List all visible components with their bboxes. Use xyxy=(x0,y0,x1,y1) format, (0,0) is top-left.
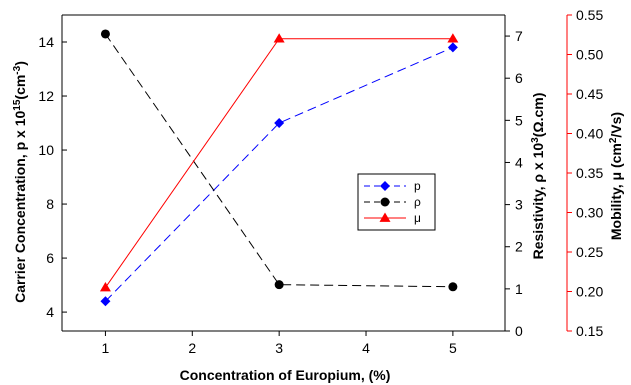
x-tick-label: 2 xyxy=(188,340,196,356)
data-point xyxy=(448,282,458,292)
data-point xyxy=(273,33,285,43)
middle-axis-title-unit: (Ω.cm) xyxy=(530,93,546,138)
middle-tick-label: 3 xyxy=(515,197,523,213)
right-axis-title: Mobility, μ (cm2/Vs) xyxy=(608,112,624,240)
right-tick-label: 0.40 xyxy=(576,126,603,142)
series-resistivity xyxy=(100,29,458,292)
x-axis: 1 2 3 4 5 xyxy=(102,331,457,356)
x-axis-title: Concentration of Europium, (%) xyxy=(180,367,391,383)
legend-marker xyxy=(380,197,390,207)
legend: pρμ xyxy=(357,173,436,231)
middle-tick-label: 2 xyxy=(515,239,523,255)
series-carrier-concentration xyxy=(100,42,458,307)
middle-tick-label: 0 xyxy=(515,323,523,339)
legend-label: μ xyxy=(414,211,421,225)
legend-marker xyxy=(379,212,391,222)
data-point xyxy=(274,280,284,290)
middle-axis-title-exp: 3 xyxy=(530,137,541,143)
middle-tick-label: 1 xyxy=(515,281,523,297)
x-tick-label: 4 xyxy=(362,340,370,356)
left-axis-title-unit-close: ) xyxy=(12,61,28,66)
left-tick-label: 14 xyxy=(38,34,54,50)
middle-tick-label: 6 xyxy=(515,70,523,86)
middle-tick-label: 7 xyxy=(515,28,523,44)
legend-label: ρ xyxy=(414,195,421,209)
series-mobility xyxy=(99,33,459,292)
middle-axis-title: Resistivity, ρ x 103(Ω.cm) xyxy=(530,93,546,260)
right-axis-title-unit: /Vs) xyxy=(608,112,624,138)
legend-item: p xyxy=(364,179,421,193)
left-axis-title-main: Carrier Concentration, p x 10 xyxy=(12,111,28,303)
right-tick-label: 0.45 xyxy=(576,86,603,102)
right-axis-title-main: Mobility, μ (cm xyxy=(608,143,624,240)
left-tick-label: 10 xyxy=(38,142,54,158)
left-axis-title: Carrier Concentration, p x 1015(cm-3) xyxy=(12,61,28,303)
middle-y-axis: 0 1 2 3 4 5 6 7 xyxy=(504,15,523,339)
left-tick-label: 8 xyxy=(46,196,54,212)
left-axis-title-unit-exp: -3 xyxy=(12,65,23,74)
data-point xyxy=(447,42,458,53)
right-y-axis: 0.15 0.20 0.25 0.30 0.35 0.40 0.45 0.50 0.55 xyxy=(566,7,603,339)
x-tick-label: 3 xyxy=(275,340,283,356)
right-tick-label: 0.55 xyxy=(576,7,603,23)
data-point xyxy=(100,296,111,307)
left-tick-label: 4 xyxy=(46,304,54,320)
series-layer xyxy=(99,29,459,307)
data-point xyxy=(447,33,459,43)
right-tick-label: 0.30 xyxy=(576,205,603,221)
x-tick-label: 1 xyxy=(102,340,110,356)
middle-tick-label: 5 xyxy=(515,112,523,128)
left-axis-title-exp: 15 xyxy=(12,99,23,111)
left-axis-title-unit-open: (cm xyxy=(12,75,28,100)
series-line xyxy=(105,38,453,288)
legend-item: ρ xyxy=(364,195,421,209)
data-point xyxy=(100,29,110,39)
x-tick-label: 5 xyxy=(449,340,457,356)
left-tick-label: 12 xyxy=(38,88,54,104)
middle-tick-label: 4 xyxy=(515,154,523,170)
series-line xyxy=(105,33,453,288)
right-tick-label: 0.50 xyxy=(576,47,603,63)
data-point xyxy=(99,282,111,292)
middle-axis-title-main: Resistivity, ρ x 10 xyxy=(530,143,546,260)
data-point xyxy=(274,118,285,129)
legend-item: μ xyxy=(364,211,421,225)
right-axis-title-exp: 2 xyxy=(608,137,619,143)
legend-label: p xyxy=(414,179,421,193)
legend-marker xyxy=(380,181,390,191)
right-tick-label: 0.35 xyxy=(576,165,603,181)
right-tick-label: 0.25 xyxy=(576,244,603,260)
right-tick-label: 0.15 xyxy=(576,323,603,339)
left-y-axis: 4 6 8 10 12 14 xyxy=(38,14,505,332)
right-tick-label: 0.20 xyxy=(576,284,603,300)
left-tick-label: 6 xyxy=(46,250,54,266)
